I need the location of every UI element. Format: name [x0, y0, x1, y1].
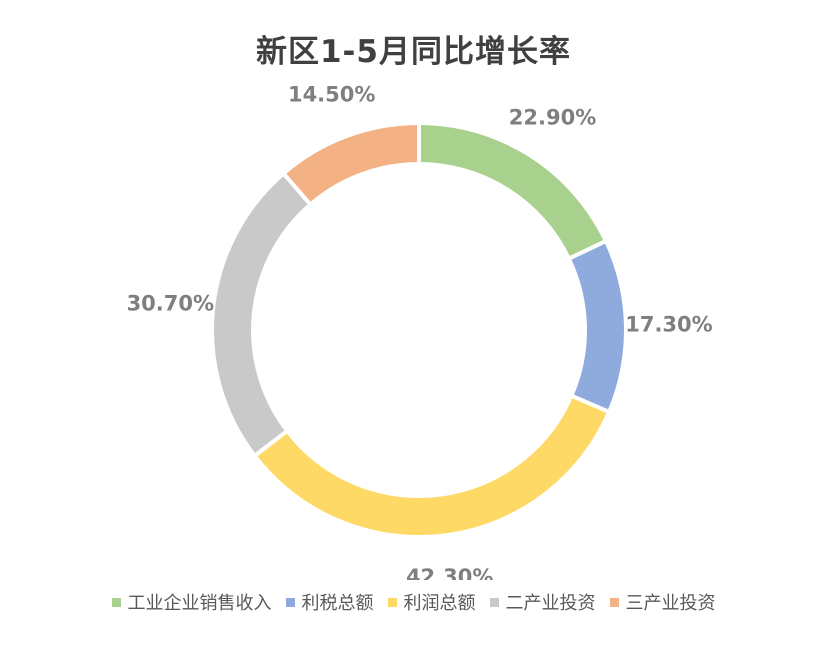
slice-2[interactable] — [566, 238, 628, 415]
slice-4[interactable] — [210, 170, 314, 459]
legend-label-5: 三产业投资 — [625, 593, 716, 614]
data-label-4: 30.70% — [127, 292, 214, 316]
data-labels: 22.90% 17.30% 42.30% 30.70% 14.50% — [127, 83, 713, 580]
legend-swatch-5 — [609, 597, 619, 607]
donut-chart: 22.90% 17.30% 42.30% 30.70% 14.50% — [127, 83, 713, 580]
legend-label-3: 利润总额 — [403, 593, 476, 614]
legend-swatch-1 — [111, 597, 121, 607]
legend-item-2[interactable]: 利税总额 — [285, 589, 374, 615]
legend-item-5[interactable]: 三产业投资 — [609, 589, 716, 615]
legend-swatch-4 — [489, 597, 499, 607]
donut-slices — [210, 120, 628, 539]
legend-label-4: 二产业投资 — [505, 593, 596, 614]
data-label-2: 17.30% — [625, 312, 712, 336]
data-label-1: 22.90% — [509, 106, 596, 130]
data-label-5: 14.50% — [288, 83, 375, 107]
legend-swatch-3 — [387, 597, 397, 607]
legend-item-4[interactable]: 二产业投资 — [489, 589, 596, 615]
legend-item-3[interactable]: 利润总额 — [387, 589, 476, 615]
slice-1[interactable] — [417, 120, 609, 262]
slice-3[interactable] — [251, 393, 612, 539]
legend: 工业企业销售收入 利税总额 利润总额 二产业投资 三产业投资 — [0, 589, 827, 615]
legend-item-1[interactable]: 工业企业销售收入 — [111, 589, 272, 615]
legend-label-1: 工业企业销售收入 — [127, 593, 272, 614]
data-label-3: 42.30% — [406, 565, 493, 580]
legend-label-2: 利税总额 — [301, 593, 374, 614]
slice-5[interactable] — [280, 120, 421, 208]
legend-swatch-2 — [285, 597, 295, 607]
chart-title: 新区1-5月同比增长率 — [255, 34, 571, 70]
